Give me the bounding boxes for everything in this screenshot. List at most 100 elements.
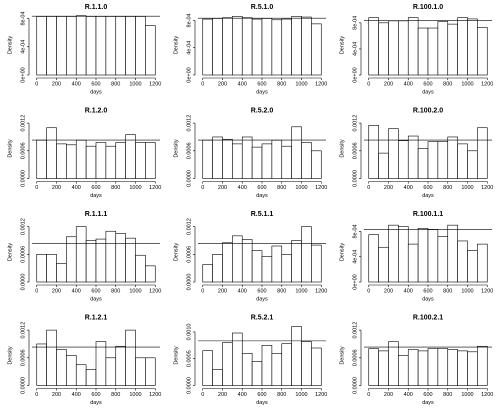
bar <box>66 144 77 179</box>
bar <box>145 265 156 283</box>
x-tick-label: 0 <box>201 288 204 294</box>
x-tick-label: 1000 <box>129 392 141 398</box>
x-tick-label: 0 <box>367 185 370 191</box>
bar <box>222 138 233 179</box>
bar <box>467 351 478 386</box>
bar <box>447 224 458 283</box>
bar <box>105 16 117 76</box>
bar <box>202 350 213 386</box>
bar <box>437 348 449 386</box>
bar <box>368 17 379 76</box>
x-tick-label: 400 <box>404 288 413 294</box>
bar <box>66 16 77 76</box>
bar <box>46 254 57 283</box>
bar <box>232 143 243 179</box>
bar <box>135 357 146 386</box>
x-tick-label: 1000 <box>295 288 307 294</box>
x-tick-label: 600 <box>91 185 100 191</box>
bar <box>291 326 302 386</box>
y-tick-label: 0.0000 <box>352 170 358 187</box>
x-axis-label: days <box>256 193 268 199</box>
bar <box>477 243 488 283</box>
x-tick-label: 400 <box>72 392 81 398</box>
bar <box>222 242 233 283</box>
x-tick-label: 600 <box>423 392 432 398</box>
y-tick-label: 0.0000 <box>352 377 358 394</box>
x-axis-label: days <box>422 400 434 406</box>
bar <box>388 224 399 283</box>
bar <box>251 361 263 386</box>
x-tick-label: 1200 <box>315 81 327 87</box>
bar <box>407 243 419 283</box>
y-tick-label: 0.0006 <box>20 246 26 263</box>
bar <box>75 15 87 76</box>
y-axis-label: Density <box>173 243 179 262</box>
y-tick-label: 0e+00 <box>352 274 358 289</box>
bar <box>145 142 156 179</box>
bar <box>378 22 389 76</box>
bar <box>398 20 409 76</box>
bar <box>437 21 449 76</box>
y-tick-label: 0.0012 <box>20 115 26 132</box>
x-tick-label: 1200 <box>149 81 161 87</box>
y-tick-label: 0.0006 <box>352 142 358 159</box>
bar <box>125 237 136 283</box>
bar <box>407 135 419 179</box>
bar <box>95 238 107 283</box>
bar <box>85 369 97 386</box>
x-tick-label: 200 <box>218 185 227 191</box>
bar <box>36 139 47 179</box>
bar <box>368 125 379 179</box>
bar <box>241 239 253 283</box>
bar <box>251 250 263 283</box>
bar <box>477 127 488 179</box>
x-tick-label: 400 <box>72 81 81 87</box>
bar <box>56 349 67 386</box>
x-axis-label: days <box>256 296 268 302</box>
x-tick-label: 1200 <box>149 185 161 191</box>
chart-title: R.1.2.0 <box>85 107 108 114</box>
bar <box>251 146 263 179</box>
bar <box>145 25 156 76</box>
bar <box>271 353 283 386</box>
bar <box>145 357 156 386</box>
bar <box>261 143 273 179</box>
bar <box>378 246 389 283</box>
x-tick-label: 1000 <box>295 81 307 87</box>
bar <box>212 254 223 283</box>
y-tick-label: 0e+00 <box>20 67 26 82</box>
x-axis-label: days <box>256 400 268 406</box>
bar <box>467 18 478 76</box>
x-tick-label: 200 <box>384 288 393 294</box>
bar <box>457 240 468 283</box>
chart-title: R.1.2.1 <box>85 314 108 321</box>
y-tick-label: 0.0012 <box>20 218 26 235</box>
bar <box>115 16 126 76</box>
bar <box>301 226 312 283</box>
x-tick-label: 600 <box>257 185 266 191</box>
bar <box>427 229 439 283</box>
bar <box>271 19 283 76</box>
bar <box>135 16 146 76</box>
y-tick-label: 0.0012 <box>186 218 192 235</box>
x-tick-label: 800 <box>277 288 286 294</box>
bar <box>271 139 283 179</box>
x-tick-label: 1200 <box>149 288 161 294</box>
x-tick-label: 1000 <box>129 288 141 294</box>
x-tick-label: 200 <box>218 392 227 398</box>
bar <box>427 141 439 179</box>
x-tick-label: 0 <box>201 185 204 191</box>
bar <box>311 23 322 76</box>
x-tick-label: 200 <box>218 81 227 87</box>
bar <box>202 139 213 179</box>
x-axis-label: days <box>422 89 434 95</box>
bar <box>95 142 107 179</box>
y-tick-label: 0.0012 <box>352 115 358 132</box>
x-tick-label: 600 <box>257 81 266 87</box>
bar <box>85 240 97 283</box>
x-tick-label: 400 <box>72 185 81 191</box>
x-tick-label: 1000 <box>461 81 473 87</box>
bar <box>281 145 292 179</box>
x-tick-label: 400 <box>238 81 247 87</box>
y-tick-label: 0e+00 <box>186 67 192 82</box>
